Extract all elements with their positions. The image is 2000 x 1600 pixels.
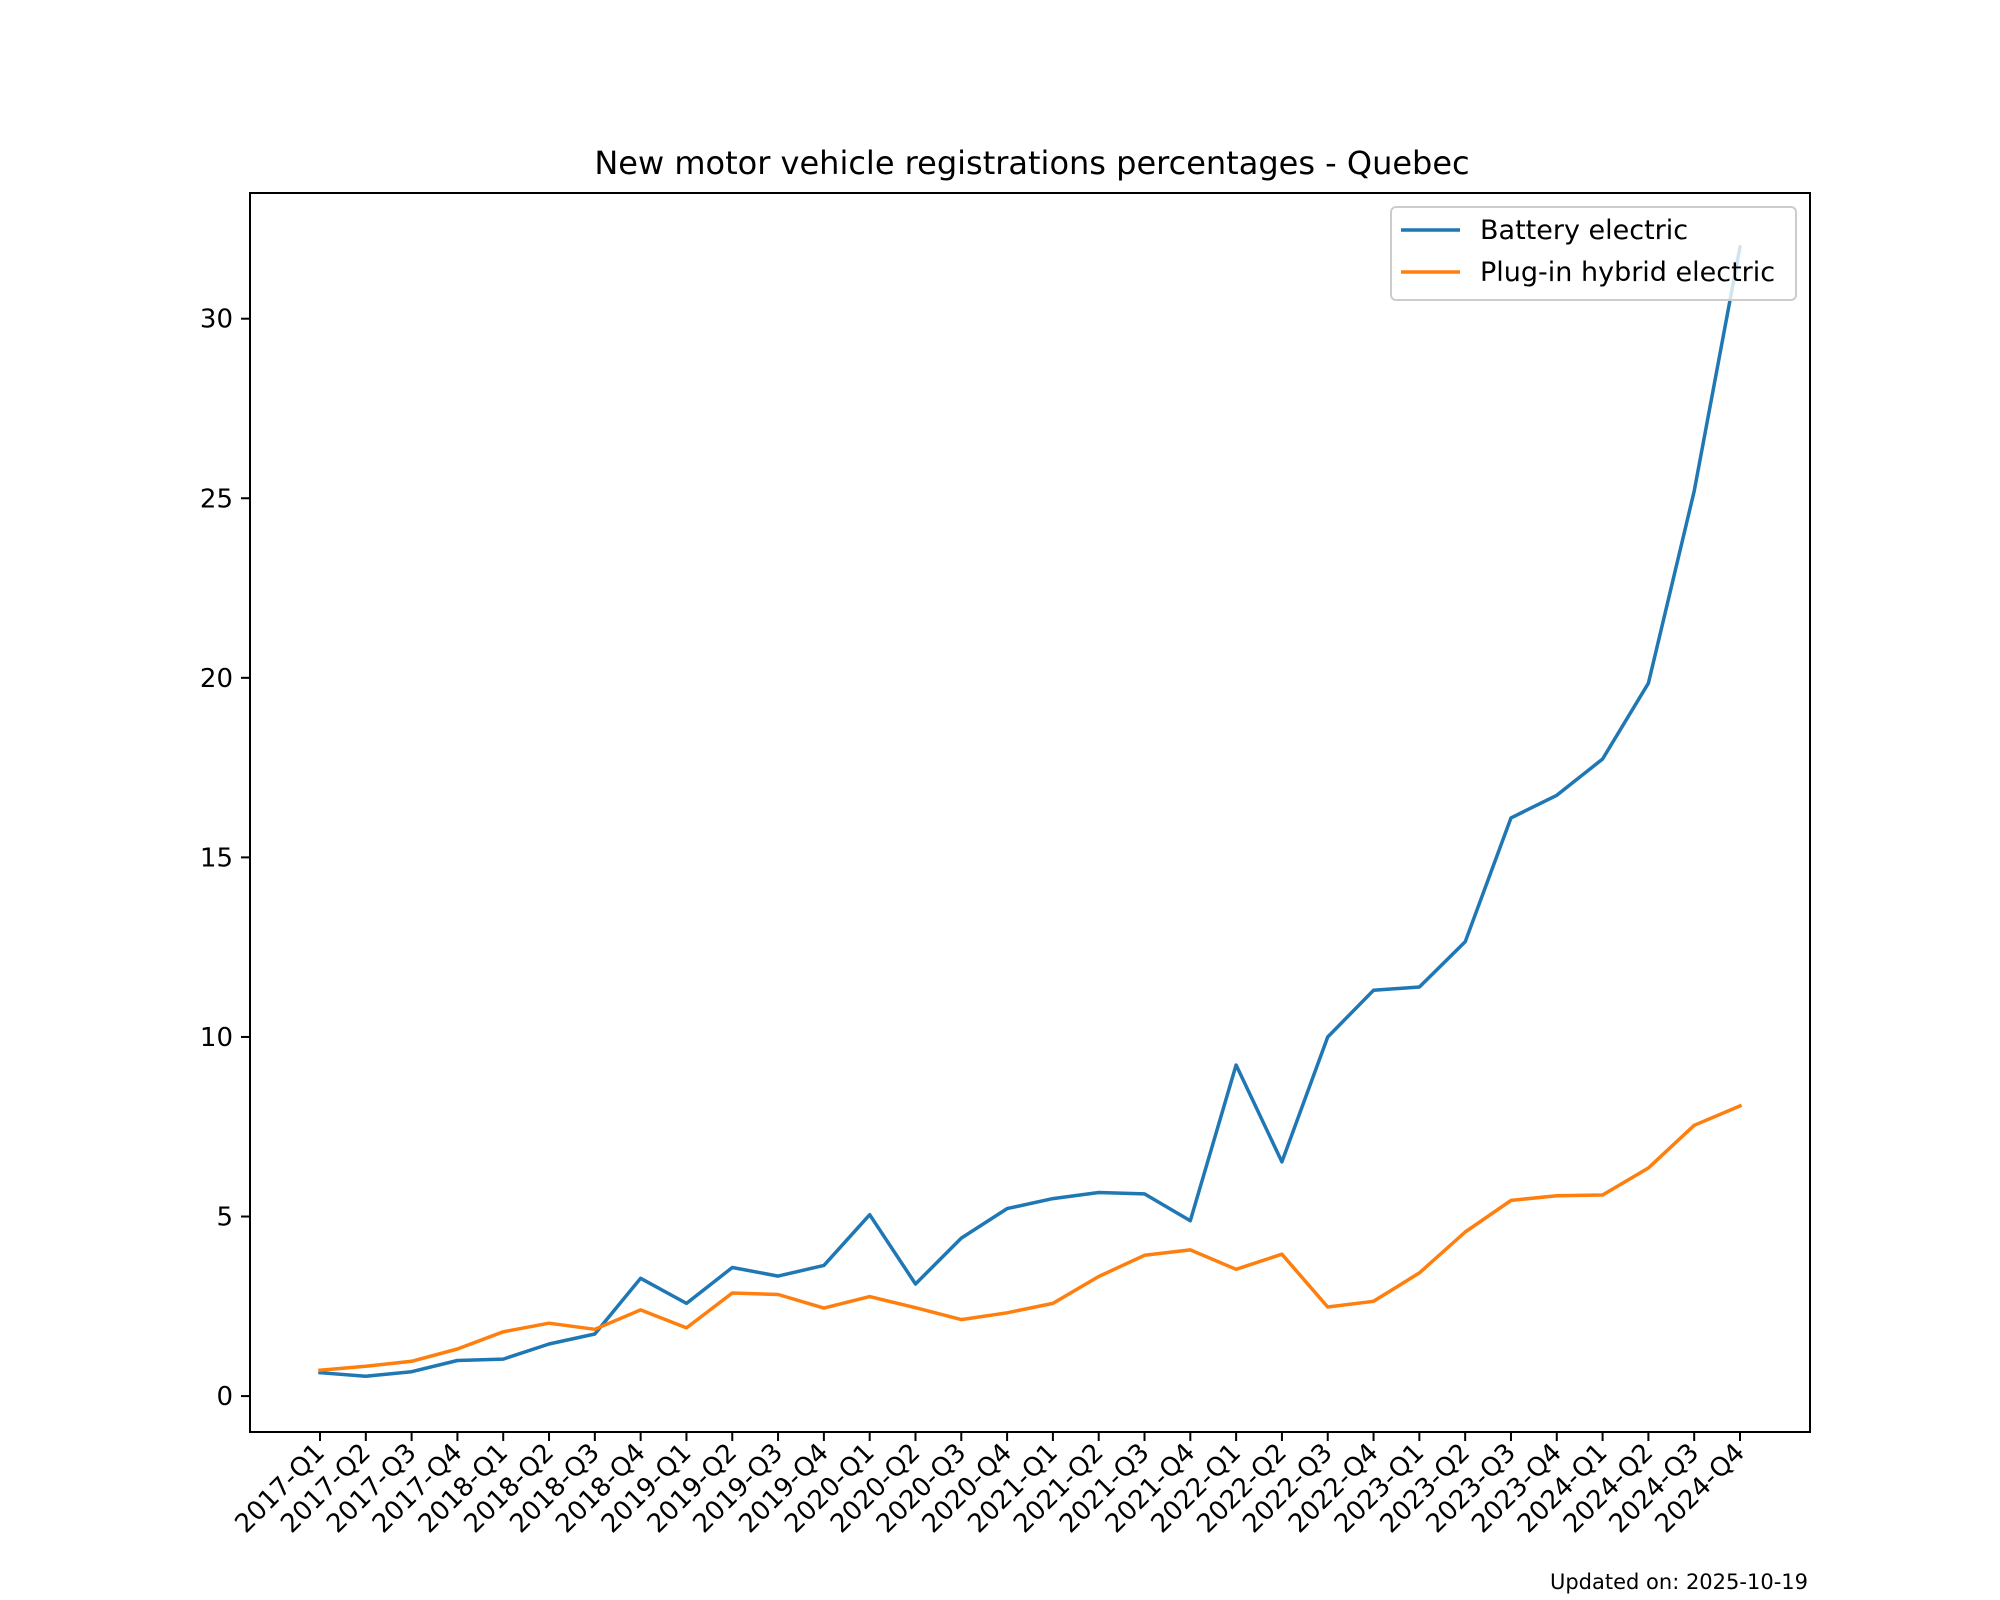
y-tick-label: 10 [200, 1023, 233, 1053]
series-line-plug-in-hybrid-electric [318, 1103, 1743, 1373]
y-tick-label: 5 [216, 1203, 233, 1233]
legend-box [1390, 206, 1797, 301]
x-axis: 2017-Q12017-Q22017-Q32017-Q42018-Q12018-… [229, 1432, 1751, 1539]
legend: Battery electric Plug-in hybrid electric [1390, 206, 1797, 301]
y-tick-label: 0 [216, 1382, 233, 1412]
y-tick-label: 25 [200, 484, 233, 514]
y-tick-label: 30 [200, 305, 233, 335]
y-axis: 0 5 10 15 20 25 30 [200, 305, 250, 1412]
y-tick-label: 20 [200, 664, 233, 694]
legend-label: Battery electric [1480, 215, 1688, 246]
series-line-battery-electric [318, 244, 1743, 1379]
y-tick-label: 15 [200, 843, 233, 873]
updated-on-note: Updated on: 2025-10-19 [1549, 1570, 1808, 1594]
series-layer [318, 244, 1743, 1379]
legend-label: Plug-in hybrid electric [1480, 257, 1775, 288]
plot-area [249, 192, 1811, 1433]
chart-title: New motor vehicle registrations percenta… [594, 144, 1469, 182]
